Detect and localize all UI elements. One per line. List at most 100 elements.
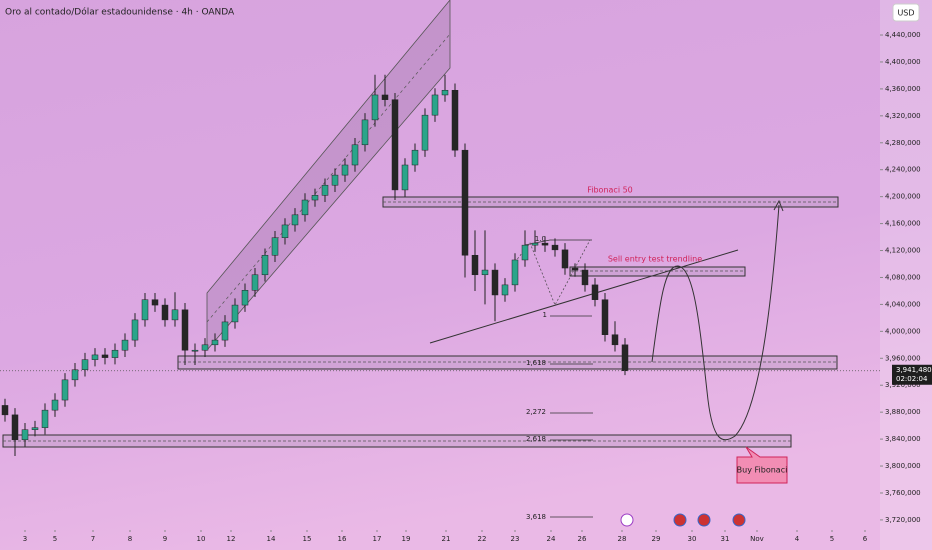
buy-zone xyxy=(2,434,792,448)
y-tick-label: 4,280,000 xyxy=(885,139,921,147)
last-price-box xyxy=(892,364,932,385)
candle-body xyxy=(611,334,619,346)
y-tick-label: 4,160,000 xyxy=(885,220,921,228)
callout-box xyxy=(736,446,788,484)
candle-body xyxy=(1,405,9,416)
y-tick-label: 4,200,000 xyxy=(885,193,921,201)
candle-body xyxy=(291,214,299,226)
y-tick-label: 4,240,000 xyxy=(885,166,921,174)
y-tick-label: 4,080,000 xyxy=(885,273,921,281)
candle-body xyxy=(391,99,399,191)
y-tick-label: 4,000,000 xyxy=(885,327,921,335)
x-tick-label: 19 xyxy=(402,535,411,543)
candle-body xyxy=(121,339,129,351)
candle-body xyxy=(251,274,259,291)
candle-body xyxy=(491,269,499,296)
candle-body xyxy=(231,304,239,323)
currency-box xyxy=(892,3,920,22)
x-tick-label: 24 xyxy=(547,535,556,543)
candle-body xyxy=(441,89,449,96)
candle-body xyxy=(321,184,329,196)
annotation: Sell entry test trendline xyxy=(608,255,702,264)
candle-body xyxy=(551,244,559,251)
x-tick-label: 23 xyxy=(511,535,520,543)
x-tick-label: 15 xyxy=(303,535,312,543)
candle-body xyxy=(481,269,489,276)
candle-body xyxy=(591,284,599,300)
y-tick-label: 4,360,000 xyxy=(885,85,921,93)
support-zone xyxy=(177,355,838,370)
x-tick-label: Nov xyxy=(750,535,764,543)
x-tick-label: 31 xyxy=(721,535,730,543)
candle-body xyxy=(301,199,309,216)
x-tick-label: 14 xyxy=(267,535,276,543)
x-tick-label: 4 xyxy=(795,535,800,543)
fib-label: 1.0 xyxy=(535,235,546,243)
x-tick-label: 30 xyxy=(688,535,697,543)
last-price-label: 3,941,480 xyxy=(896,366,932,374)
candle-body xyxy=(621,344,629,372)
chart-title: Oro al contado/Dólar estadounidense · 4h… xyxy=(5,7,235,18)
candle-body xyxy=(541,242,549,246)
candle-body xyxy=(21,429,29,441)
candle-body xyxy=(241,290,249,306)
candle-body xyxy=(261,254,269,276)
candle-body xyxy=(451,89,459,151)
candle-body xyxy=(181,309,189,351)
pattern-line xyxy=(524,239,592,246)
candle-body xyxy=(41,409,49,428)
fib-label: 2,272 xyxy=(526,408,546,416)
y-tick-label: 3,720,000 xyxy=(885,516,921,524)
candle-body xyxy=(111,349,119,358)
candle-body xyxy=(561,249,569,269)
x-tick-label: 29 xyxy=(652,535,661,543)
x-tick-label: 26 xyxy=(578,535,587,543)
candle-body xyxy=(151,299,159,306)
fib-label: 2,618 xyxy=(526,435,546,443)
candle-body xyxy=(51,399,59,411)
x-tick-label: 7 xyxy=(91,535,95,543)
x-tick-label: 22 xyxy=(478,535,487,543)
y-tick-label: 3,800,000 xyxy=(885,462,921,470)
event-icon[interactable] xyxy=(673,513,687,527)
candle-body xyxy=(341,164,349,176)
candle-body xyxy=(331,174,339,186)
fib-label: 1 xyxy=(543,311,547,319)
candle-body xyxy=(571,267,579,271)
candle-body xyxy=(271,237,279,256)
x-tick-label: 6 xyxy=(863,535,868,543)
candle-body xyxy=(361,119,369,146)
y-tick-label: 4,120,000 xyxy=(885,247,921,255)
y-tick-label: 4,440,000 xyxy=(885,31,921,39)
x-tick-label: 17 xyxy=(373,535,382,543)
projection-path xyxy=(651,204,780,441)
countdown: 02:02:04 xyxy=(896,375,928,383)
x-tick-label: 16 xyxy=(338,535,347,543)
candle-body xyxy=(601,299,609,335)
arrow-head xyxy=(773,199,784,212)
candle-body xyxy=(221,321,229,341)
y-tick-label: 3,760,000 xyxy=(885,489,921,497)
candle-body xyxy=(281,224,289,238)
y-tick-label: 4,320,000 xyxy=(885,112,921,120)
candle-body xyxy=(191,349,199,352)
candle-body xyxy=(81,359,89,370)
candle-body xyxy=(461,149,469,256)
annotation: Buy Fibonaci xyxy=(737,466,788,475)
event-icon[interactable] xyxy=(620,513,634,527)
x-tick-label: 8 xyxy=(128,535,132,543)
fib-label: 3,618 xyxy=(526,513,546,521)
price-axis xyxy=(880,0,932,550)
x-tick-label: 5 xyxy=(830,535,834,543)
candle-body xyxy=(131,319,139,341)
event-icon[interactable] xyxy=(732,513,746,527)
candle-body xyxy=(381,94,389,100)
candle-body xyxy=(91,354,99,360)
y-tick-label: 4,040,000 xyxy=(885,300,921,308)
y-tick-label: 3,960,000 xyxy=(885,354,921,362)
y-tick-label: 4,400,000 xyxy=(885,58,921,66)
sell-zone xyxy=(569,266,746,277)
event-icon[interactable] xyxy=(697,513,711,527)
